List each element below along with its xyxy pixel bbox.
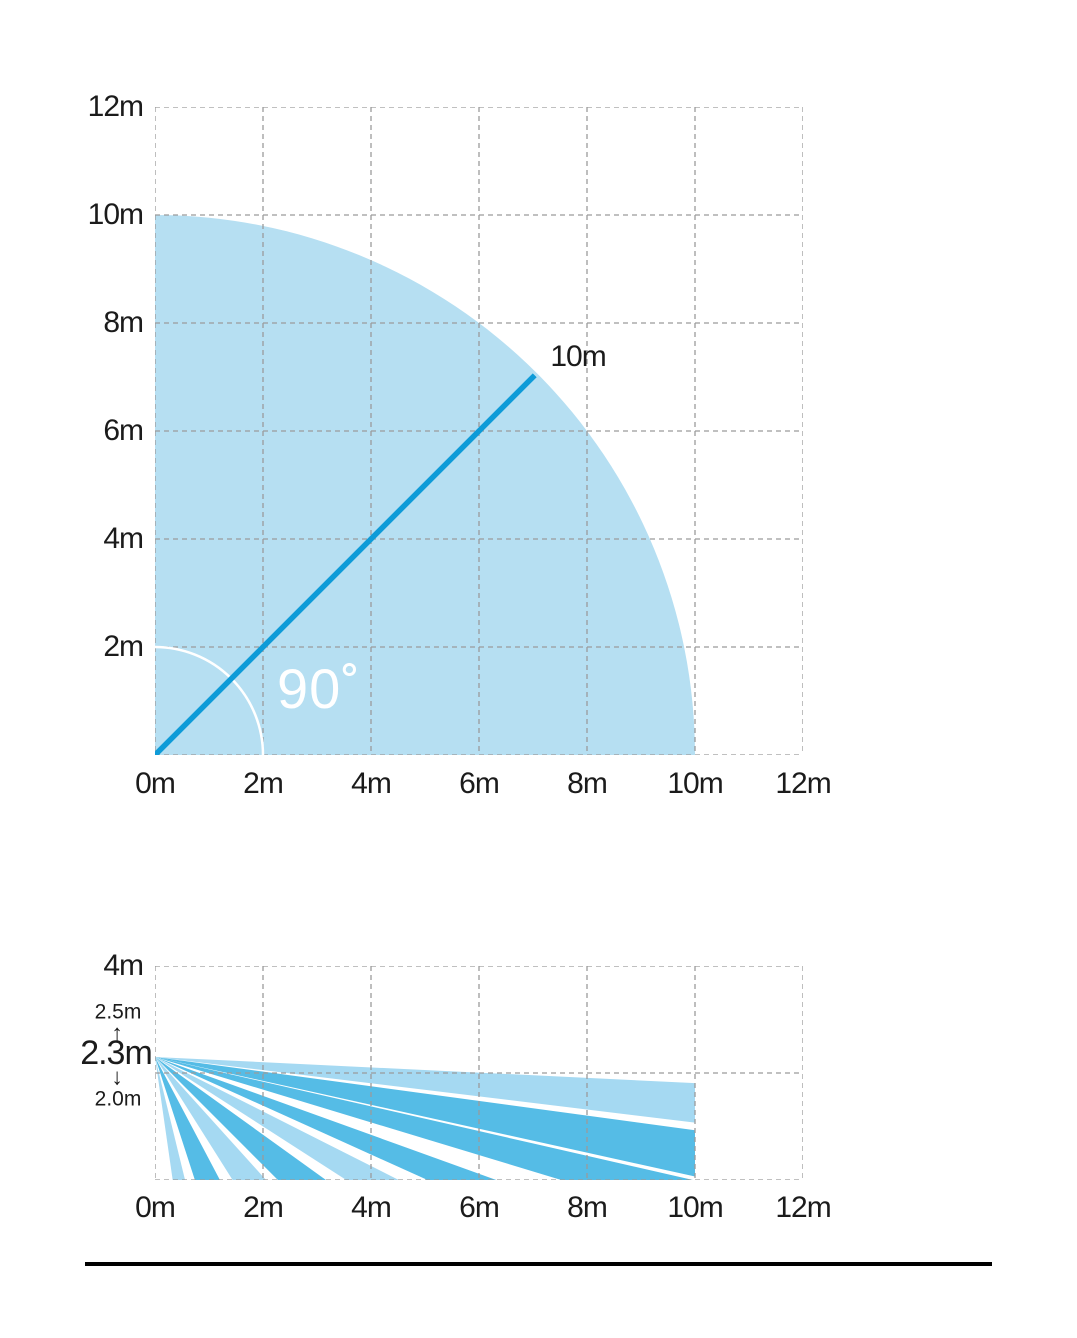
- bottom-divider-line: [85, 1262, 992, 1266]
- top-view-x-tick-label: 2m: [243, 767, 284, 800]
- mount-height-label: 2.3m: [80, 1034, 153, 1072]
- top-view-x-tick-label: 6m: [459, 767, 500, 800]
- detection-beam-light: [155, 1056, 267, 1180]
- side-view-x-tick-label: 8m: [567, 1191, 608, 1224]
- top-view-y-tick-label: 10m: [87, 198, 144, 231]
- side-view-x-tick-label: 6m: [459, 1191, 500, 1224]
- top-view-x-tick-label: 0m: [135, 767, 176, 800]
- side-view-plot: [155, 966, 803, 1180]
- radius-annotation: 10m: [550, 340, 606, 373]
- radius-line: [155, 373, 537, 755]
- mount-height-max-label: 2.5m: [94, 1000, 142, 1024]
- detection-beam-medium: [155, 1056, 695, 1177]
- top-view-y-tick-label: 2m: [103, 630, 144, 663]
- detection-beam-medium: [155, 1056, 220, 1180]
- arrow-up-icon: ↑: [111, 1019, 123, 1046]
- side-view-x-tick-label: 12m: [775, 1191, 831, 1224]
- detection-beam-light: [155, 1056, 186, 1180]
- mount-height-min-label: 2.0m: [94, 1087, 142, 1111]
- side-view-x-tick-label: 0m: [135, 1191, 176, 1224]
- top-view-y-tick-label: 12m: [87, 90, 144, 123]
- top-view-y-tick-label: 8m: [103, 306, 144, 339]
- top-view-x-tick-label: 10m: [667, 767, 723, 800]
- side-view-x-tick-label: 10m: [667, 1191, 723, 1224]
- angle-annotation: 90˚: [277, 657, 361, 720]
- arrow-down-icon: ↓: [111, 1063, 123, 1090]
- top-view-plot: [155, 107, 803, 755]
- side-view-x-tick-label: 4m: [351, 1191, 392, 1224]
- top-view-x-tick-label: 12m: [775, 767, 831, 800]
- top-view-x-tick-label: 4m: [351, 767, 392, 800]
- top-view-y-tick-label: 6m: [103, 414, 144, 447]
- top-view-y-tick-label: 4m: [103, 522, 144, 555]
- top-view-x-tick-label: 8m: [567, 767, 608, 800]
- side-view-y-tick-label: 4m: [103, 949, 144, 982]
- side-view-x-tick-label: 2m: [243, 1191, 284, 1224]
